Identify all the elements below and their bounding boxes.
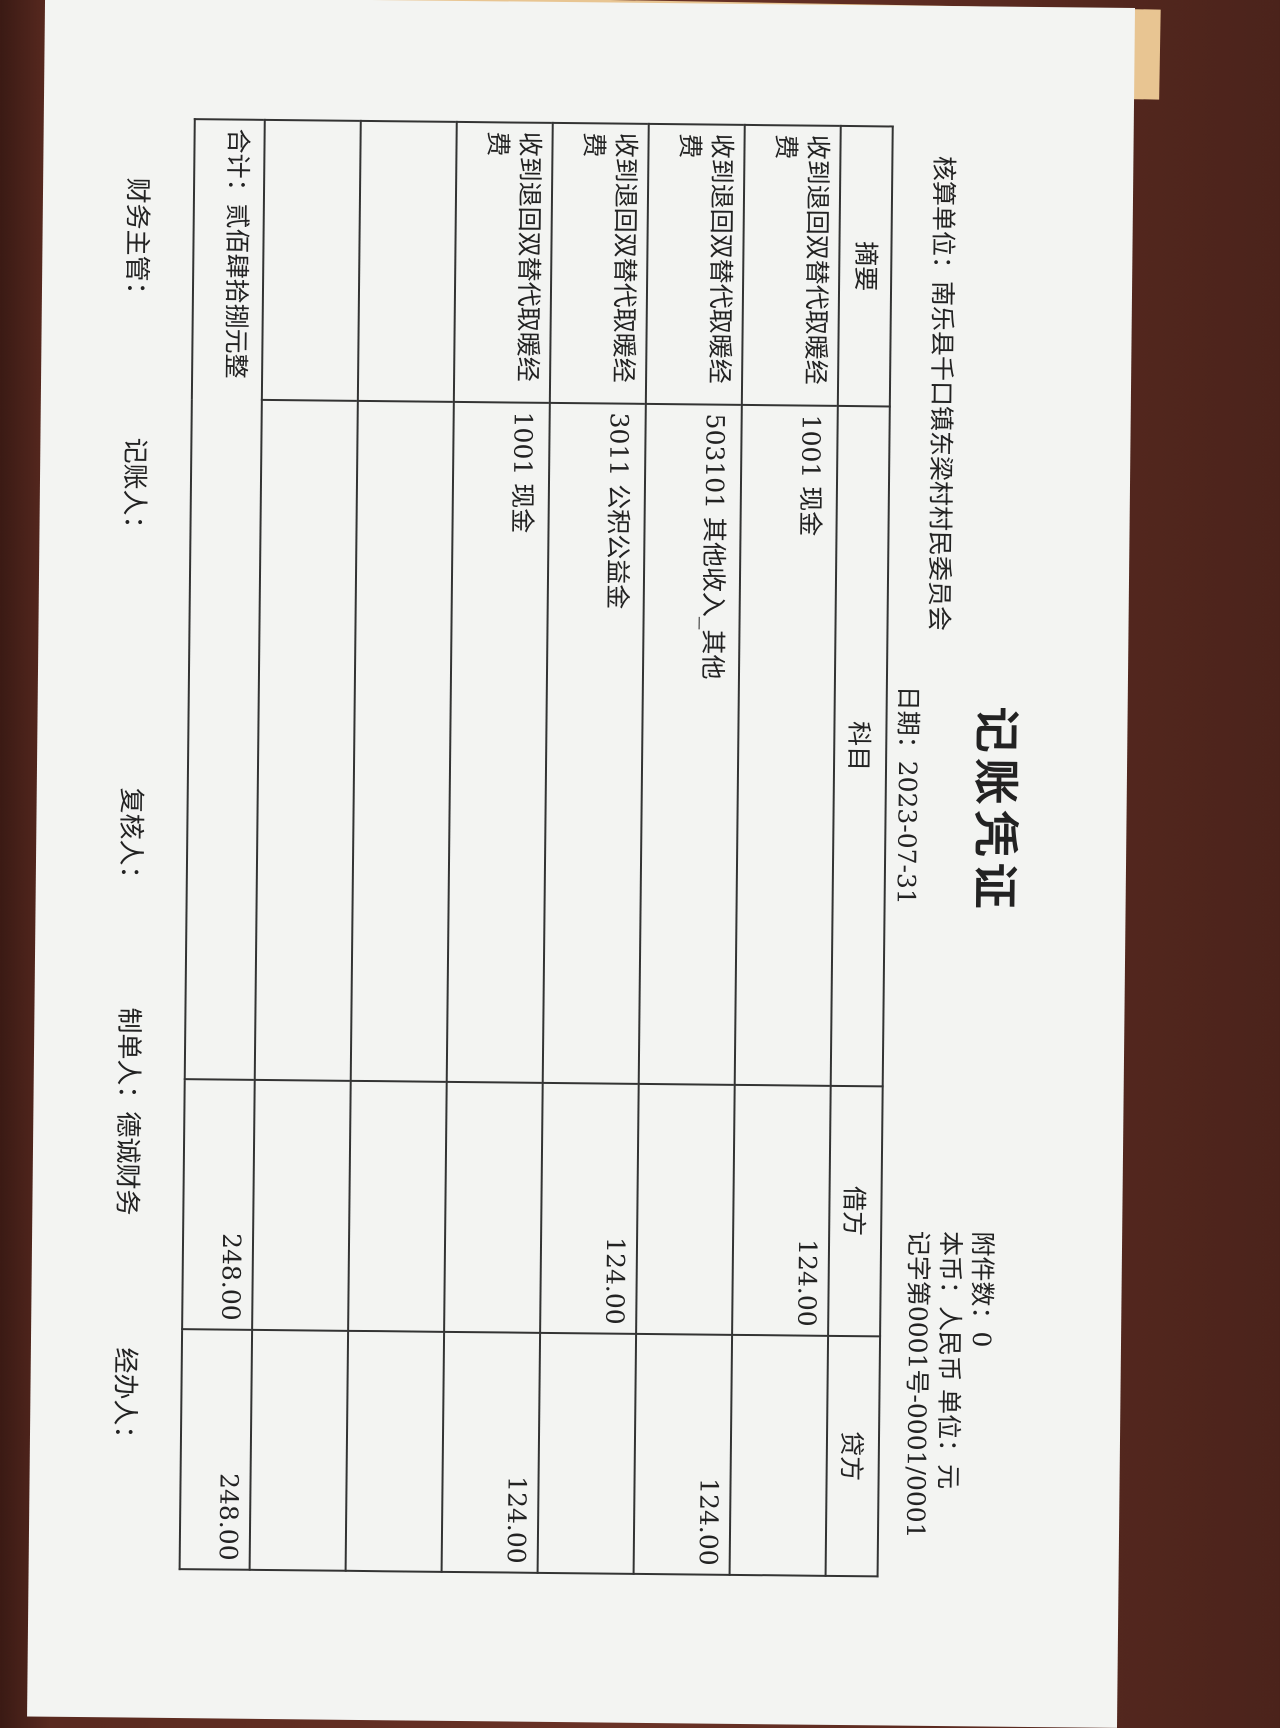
account-cell: 503101 其他收入_其他 [638,403,742,1085]
table-row [249,119,361,1571]
total-debit: 248.00 [182,1079,255,1330]
debit-cell [444,1081,543,1333]
handler: 经办人： [108,1347,140,1452]
col-credit: 贷方 [825,1335,881,1577]
credit-cell: 124.00 [441,1331,541,1573]
bookkeeper: 记账人： [118,437,150,542]
table-row [345,120,457,1572]
summary-cell: 收到退回双替代取暖经费 [645,123,745,405]
summary-cell: 收到退回双替代取暖经费 [741,124,841,406]
voucher-paper: 记账凭证 核算单位：南乐县千口镇东梁村村民委员会 日期：2023-07-31 附… [27,0,1135,1728]
summary-cell: 收到退回双替代取暖经费 [453,121,553,403]
account-cell: 1001 现金 [734,404,838,1086]
total-label: 合计：贰佰肆拾捌元整 [184,119,265,1080]
debit-cell [636,1083,735,1335]
credit-cell [345,1330,445,1572]
account-cell [350,400,454,1082]
debit-cell: 124.00 [540,1082,639,1334]
preparer: 制单人：德诚财务 [111,1007,144,1216]
voucher-number: 记字第0001号-0001/0001 [900,1230,934,1539]
debit-cell [348,1080,447,1332]
total-credit: 248.00 [179,1329,253,1570]
credit-cell [249,1329,349,1571]
finance-supervisor: 财务主管： [120,177,153,308]
col-summary: 摘要 [837,125,893,407]
credit-cell [729,1334,829,1576]
debit-cell: 124.00 [732,1084,831,1336]
table-row: 收到退回双替代取暖经费 3011 公积公益金 124.00 [537,122,649,1574]
col-debit: 借方 [828,1085,883,1337]
account-cell: 1001 现金 [446,401,550,1083]
credit-cell: 124.00 [633,1333,733,1575]
reviewer: 复核人： [114,787,146,892]
summary-cell [261,119,361,401]
account-cell: 3011 公积公益金 [542,402,646,1084]
voucher-table: 摘要 科目 借方 贷方 收到退回双替代取暖经费 1001 现金 124.00 收… [179,118,894,1577]
accounting-unit: 核算单位：南乐县千口镇东梁村村民委员会 [924,155,959,632]
credit-cell [537,1332,637,1574]
attachment-count: 附件数：0 [966,1231,998,1348]
table-row: 收到退回双替代取暖经费 1001 现金 124.00 [441,121,553,1573]
table-row: 收到退回双替代取暖经费 503101 其他收入_其他 124.00 [633,123,745,1575]
debit-cell [252,1079,351,1331]
summary-cell [357,120,457,402]
voucher-title: 记账凭证 [967,706,1024,915]
summary-cell: 收到退回双替代取暖经费 [549,122,649,404]
account-cell [254,399,358,1081]
table-row: 收到退回双替代取暖经费 1001 现金 124.00 [729,124,841,1576]
voucher-date: 日期：2023-07-31 [891,685,923,905]
col-account: 科目 [830,405,890,1087]
